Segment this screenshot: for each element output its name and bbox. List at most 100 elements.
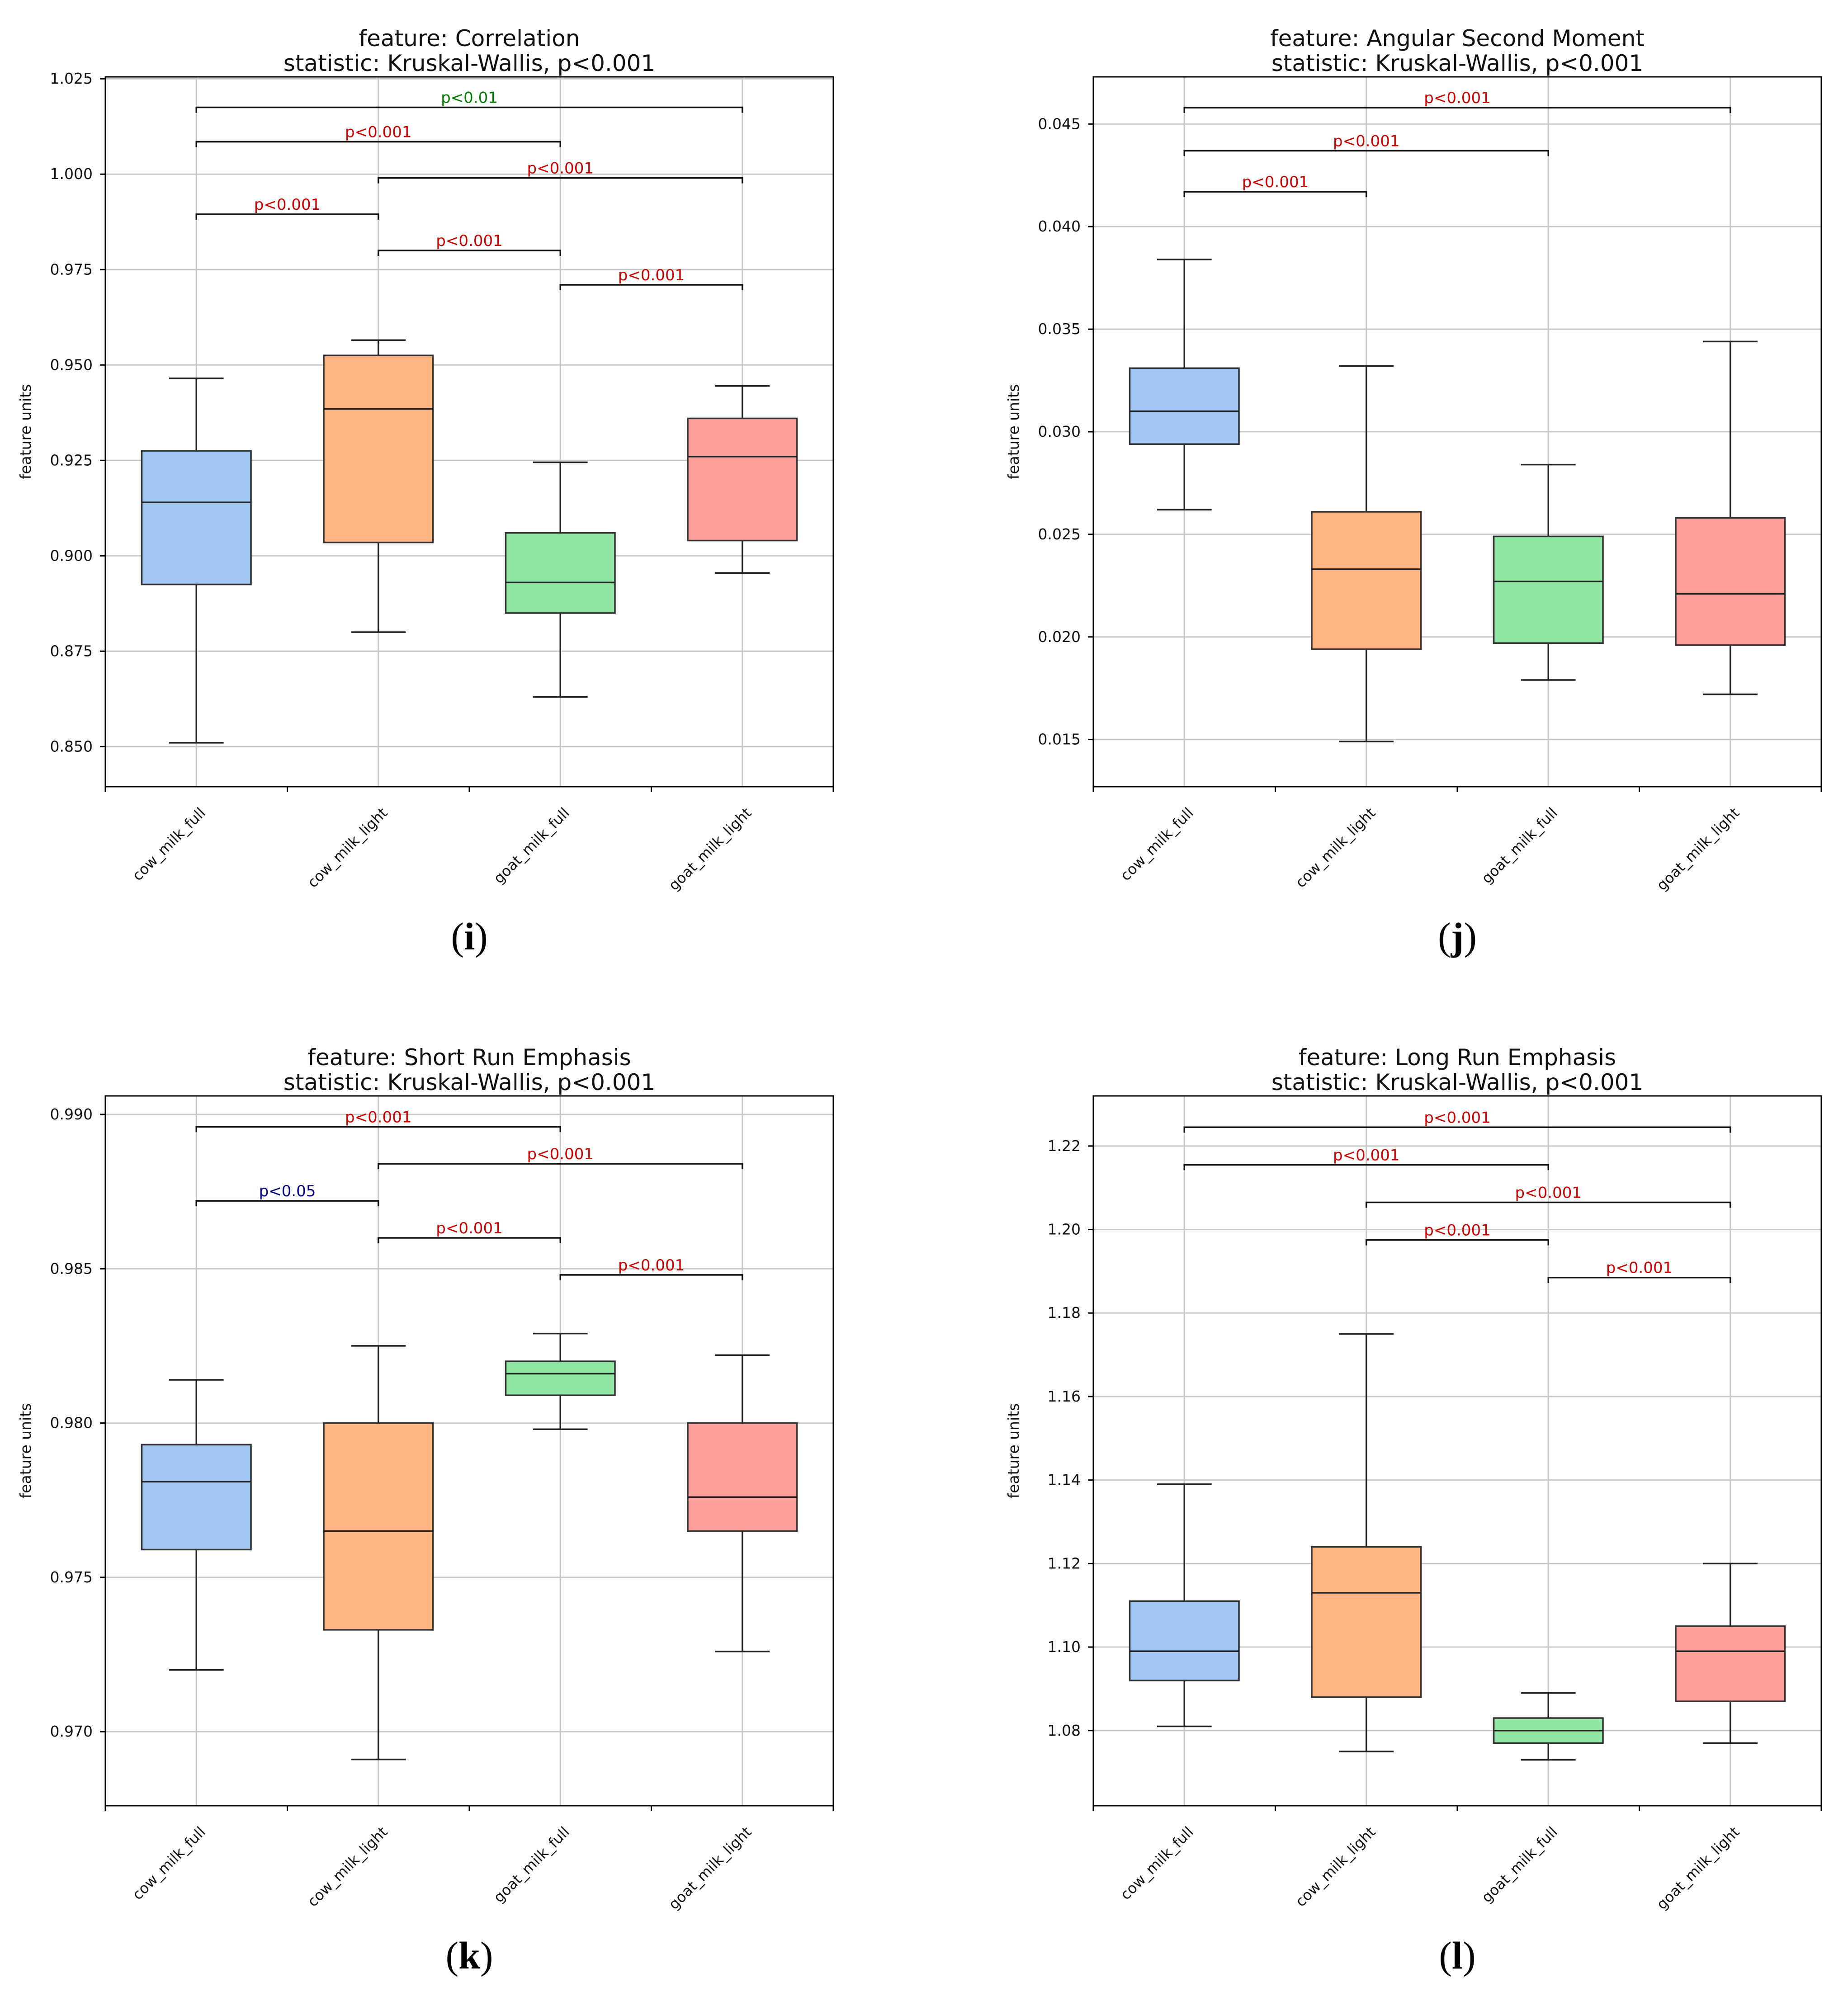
bracket-line bbox=[1183, 1126, 1731, 1133]
p-value-label: p<0.001 bbox=[1424, 1222, 1490, 1240]
iqr-box bbox=[687, 417, 798, 542]
p-value-label: p<0.001 bbox=[618, 266, 685, 284]
significance-bracket: p<0.001 bbox=[1366, 1222, 1549, 1246]
bracket-line bbox=[195, 141, 561, 147]
p-value-label: p<0.001 bbox=[1333, 1146, 1399, 1164]
p-value-label: p<0.001 bbox=[1242, 173, 1309, 191]
box-goat_milk_full bbox=[1493, 1692, 1604, 1761]
iqr-box bbox=[505, 1360, 616, 1396]
chart-subtitle: statistic: Kruskal-Wallis, p<0.001 bbox=[284, 50, 655, 76]
p-value-label: p<0.001 bbox=[345, 123, 411, 141]
y-tick-label: 0.025 bbox=[1038, 525, 1081, 543]
y-tick-label: 0.970 bbox=[50, 1723, 93, 1740]
significance-bracket: p<0.001 bbox=[1366, 1184, 1731, 1208]
bracket-line bbox=[195, 1126, 561, 1133]
iqr-box bbox=[1311, 511, 1422, 650]
significance-bracket: p<0.001 bbox=[1183, 1109, 1731, 1133]
y-tick-label: 0.045 bbox=[1038, 115, 1081, 132]
y-tick-label: 1.20 bbox=[1048, 1221, 1081, 1238]
x-tick-label: goat_milk_full bbox=[490, 1823, 573, 1906]
box-goat_milk_light bbox=[1675, 1562, 1786, 1744]
significance-bracket: p<0.001 bbox=[378, 1219, 561, 1243]
box-goat_milk_full bbox=[1493, 463, 1604, 681]
significance-bracket: p<0.01 bbox=[195, 89, 743, 113]
chart-subtitle: statistic: Kruskal-Wallis, p<0.001 bbox=[1271, 50, 1643, 76]
y-axis-label: feature units bbox=[17, 384, 34, 480]
significance-bracket: p<0.001 bbox=[1183, 1146, 1549, 1171]
iqr-box bbox=[323, 354, 434, 543]
x-tick-label: goat_milk_light bbox=[665, 1823, 755, 1913]
bracket-line bbox=[1547, 1276, 1731, 1283]
iqr-box bbox=[141, 450, 252, 585]
box-goat_milk_light bbox=[687, 1354, 798, 1652]
x-tick-label: goat_milk_full bbox=[1478, 804, 1561, 887]
bracket-line bbox=[378, 250, 561, 256]
x-tick-label: cow_milk_full bbox=[1117, 1823, 1197, 1903]
box-goat_milk_light bbox=[1675, 340, 1786, 695]
box-cow_milk_light bbox=[323, 339, 434, 633]
iqr-box bbox=[505, 532, 616, 614]
bracket-line bbox=[195, 106, 743, 113]
panel-letter: (l) bbox=[1439, 1934, 1475, 1977]
y-tick-label: 0.900 bbox=[50, 547, 93, 564]
box-goat_milk_full bbox=[505, 461, 616, 698]
significance-bracket: p<0.001 bbox=[1183, 89, 1731, 113]
panel-letter: (j) bbox=[1438, 915, 1477, 958]
x-tick-label: goat_milk_full bbox=[1478, 1823, 1561, 1906]
y-tick-label: 0.975 bbox=[50, 260, 93, 278]
significance-bracket: p<0.001 bbox=[1183, 132, 1549, 156]
iqr-box bbox=[1129, 1600, 1240, 1681]
y-tick-label: 1.16 bbox=[1048, 1388, 1081, 1405]
panel-letter: (i) bbox=[451, 915, 487, 958]
panel-letter: (k) bbox=[445, 1934, 493, 1977]
p-value-label: p<0.001 bbox=[436, 232, 502, 250]
iqr-box bbox=[1493, 535, 1604, 644]
x-tick-label: goat_milk_light bbox=[1653, 804, 1743, 894]
p-value-label: p<0.05 bbox=[259, 1182, 316, 1200]
chart-title: feature: Correlation bbox=[359, 25, 580, 52]
y-tick-label: 0.925 bbox=[50, 451, 93, 469]
significance-bracket: p<0.001 bbox=[195, 1108, 561, 1133]
y-axis-label: feature units bbox=[1005, 1403, 1022, 1499]
bracket-line bbox=[195, 1200, 379, 1207]
y-tick-label: 1.22 bbox=[1048, 1137, 1081, 1155]
significance-bracket: p<0.001 bbox=[195, 196, 379, 220]
chart-title: feature: Short Run Emphasis bbox=[307, 1044, 631, 1071]
x-tick-label: cow_milk_light bbox=[304, 804, 391, 891]
y-tick-label: 0.040 bbox=[1038, 217, 1081, 235]
x-tick-label: goat_milk_full bbox=[490, 804, 573, 887]
x-tick-label: cow_milk_light bbox=[304, 1823, 391, 1910]
x-tick-label: cow_milk_full bbox=[129, 804, 209, 884]
box-cow_milk_light bbox=[323, 1345, 434, 1761]
y-tick-label: 1.08 bbox=[1048, 1722, 1081, 1739]
chart-subtitle: statistic: Kruskal-Wallis, p<0.001 bbox=[1271, 1069, 1643, 1095]
y-tick-label: 0.980 bbox=[50, 1414, 93, 1432]
iqr-box bbox=[1675, 517, 1786, 646]
bracket-line bbox=[1183, 1164, 1549, 1171]
bracket-line bbox=[1366, 1239, 1549, 1246]
box-cow_milk_full bbox=[1129, 1483, 1240, 1728]
iqr-box bbox=[1675, 1625, 1786, 1702]
y-tick-label: 0.985 bbox=[50, 1260, 93, 1277]
bracket-line bbox=[195, 213, 379, 220]
chart-subtitle: statistic: Kruskal-Wallis, p<0.001 bbox=[284, 1069, 655, 1095]
significance-bracket: p<0.001 bbox=[195, 123, 561, 147]
iqr-box bbox=[141, 1444, 252, 1551]
y-axis-label: feature units bbox=[17, 1403, 34, 1499]
x-tick-label: cow_milk_full bbox=[1117, 804, 1197, 884]
significance-bracket: p<0.001 bbox=[559, 266, 743, 291]
y-tick-label: 1.14 bbox=[1048, 1471, 1081, 1489]
p-value-label: p<0.001 bbox=[254, 196, 321, 214]
y-tick-label: 1.10 bbox=[1048, 1638, 1081, 1656]
significance-bracket: p<0.001 bbox=[378, 1145, 743, 1170]
box-goat_milk_light bbox=[687, 385, 798, 574]
p-value-label: p<0.001 bbox=[527, 1145, 594, 1163]
y-tick-label: 0.975 bbox=[50, 1568, 93, 1586]
box-cow_milk_light bbox=[1311, 1333, 1422, 1752]
significance-bracket: p<0.001 bbox=[1183, 173, 1367, 198]
y-tick-label: 1.12 bbox=[1048, 1554, 1081, 1572]
chart-title: feature: Angular Second Moment bbox=[1270, 25, 1645, 52]
bracket-line bbox=[559, 284, 743, 291]
